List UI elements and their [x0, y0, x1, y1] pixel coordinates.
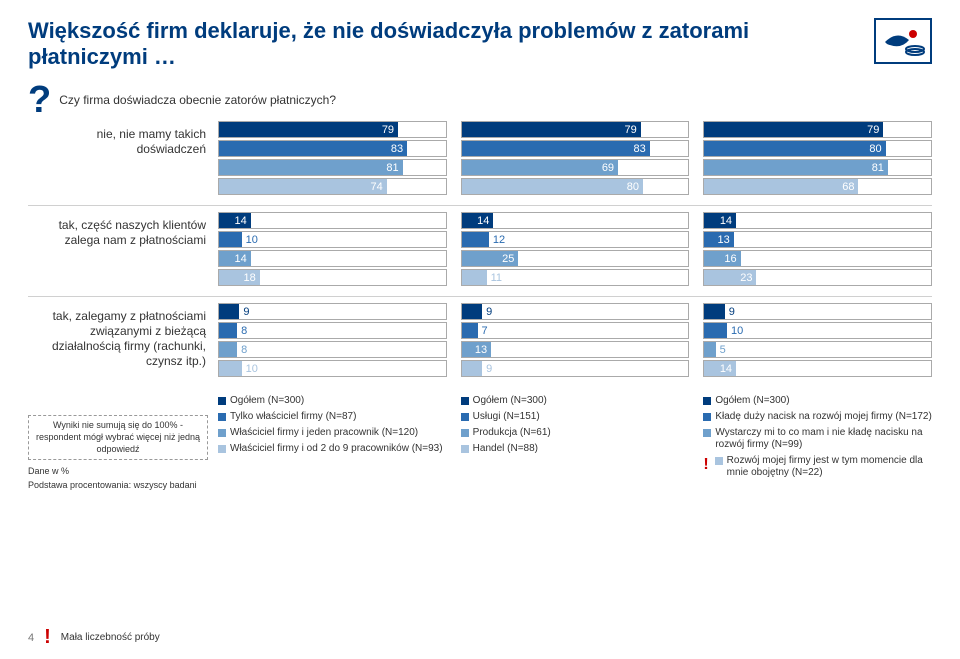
chart-bar: 10 — [218, 231, 447, 248]
chart-bar: 9 — [218, 303, 447, 320]
legend-swatch — [461, 397, 469, 405]
legend-swatch — [703, 429, 711, 437]
chart-bar: 14 — [703, 212, 932, 229]
chart-bar: 9 — [461, 303, 690, 320]
chart-bar: 12 — [461, 231, 690, 248]
legend-label: Właściciel firmy i od 2 do 9 pracowników… — [230, 443, 443, 455]
legend-swatch — [218, 429, 226, 437]
legend-item: Produkcja (N=61) — [461, 427, 690, 439]
legend-label: Kładę duży nacisk na rozwój mojej firmy … — [715, 411, 931, 423]
legend-item: Wystarczy mi to co mam i nie kładę nacis… — [703, 427, 932, 451]
legend-item: Ogółem (N=300) — [703, 395, 932, 407]
legend-label: Wystarczy mi to co mam i nie kładę nacis… — [715, 427, 932, 451]
chart-bar: 23 — [703, 269, 932, 286]
legend-swatch — [218, 413, 226, 421]
chart-bar: 14 — [218, 212, 447, 229]
legend-swatch — [715, 457, 723, 465]
brand-logo — [874, 18, 932, 64]
legend-item: Tylko właściciel firmy (N=87) — [218, 411, 447, 423]
chart-bar: 5 — [703, 341, 932, 358]
question-mark-icon: ? — [28, 85, 51, 115]
chart-bar: 83 — [218, 140, 447, 157]
chart-bar: 80 — [703, 140, 932, 157]
legend-item: Właściciel firmy i jeden pracownik (N=12… — [218, 427, 447, 439]
chart-bar: 10 — [703, 322, 932, 339]
legend-label: Właściciel firmy i jeden pracownik (N=12… — [230, 427, 418, 439]
legend-label: Ogółem (N=300) — [473, 395, 547, 407]
chart-bar: 14 — [703, 360, 932, 377]
page-title: Większość firm deklaruje, że nie doświad… — [28, 18, 862, 71]
chart-bar: 69 — [461, 159, 690, 176]
note-base: Podstawa procentowania: wszyscy badani — [28, 480, 208, 492]
chart-bar: 80 — [461, 178, 690, 195]
legend-item: Ogółem (N=300) — [461, 395, 690, 407]
chart-bar: 79 — [703, 121, 932, 138]
legend-item: Ogółem (N=300) — [218, 395, 447, 407]
chart-bar: 16 — [703, 250, 932, 267]
chart-bar: 81 — [703, 159, 932, 176]
chart-bar: 79 — [218, 121, 447, 138]
chart-bar: 8 — [218, 341, 447, 358]
chart-bar: 8 — [218, 322, 447, 339]
legend-item: ! Rozwój mojej firmy jest w tym momencie … — [703, 455, 932, 479]
warning-icon: ! — [44, 626, 51, 649]
legend-label: Ogółem (N=300) — [230, 395, 304, 407]
legend-swatch — [703, 413, 711, 421]
warning-icon: ! — [703, 455, 708, 474]
chart-bar: 9 — [703, 303, 932, 320]
legend-item: Usługi (N=151) — [461, 411, 690, 423]
footer-warning: Mała liczebność próby — [61, 632, 160, 643]
row-label: tak, część naszych klientów zalega nam z… — [28, 212, 218, 286]
legend-swatch — [461, 413, 469, 421]
legend-label: Ogółem (N=300) — [715, 395, 789, 407]
chart-bar: 74 — [218, 178, 447, 195]
legend-item: Kładę duży nacisk na rozwój mojej firmy … — [703, 411, 932, 423]
legend-item: Handel (N=88) — [461, 443, 690, 455]
chart-bar: 79 — [461, 121, 690, 138]
chart-bar: 13 — [703, 231, 932, 248]
row-label: tak, zalegamy z płatnościami związanymi … — [28, 303, 218, 377]
legend-swatch — [461, 445, 469, 453]
legend-swatch — [218, 397, 226, 405]
note-disclaimer: Wyniki nie sumują się do 100% - responde… — [28, 415, 208, 460]
question-text: Czy firma doświadcza obecnie zatorów pła… — [59, 93, 336, 107]
legend-swatch — [218, 445, 226, 453]
chart-bar: 7 — [461, 322, 690, 339]
chart-bar: 9 — [461, 360, 690, 377]
chart-bar: 10 — [218, 360, 447, 377]
legend-swatch — [461, 429, 469, 437]
page-number: 4 — [28, 632, 34, 644]
chart-bar: 13 — [461, 341, 690, 358]
row-label: nie, nie mamy takich doświadczeń — [28, 121, 218, 195]
chart-bar: 81 — [218, 159, 447, 176]
legend-label: Tylko właściciel firmy (N=87) — [230, 411, 356, 423]
legend-label: Produkcja (N=61) — [473, 427, 551, 439]
legend-item: Właściciel firmy i od 2 do 9 pracowników… — [218, 443, 447, 455]
chart-bar: 83 — [461, 140, 690, 157]
chart-bar: 14 — [461, 212, 690, 229]
chart-bar: 18 — [218, 269, 447, 286]
chart-bar: 11 — [461, 269, 690, 286]
legend-swatch — [703, 397, 711, 405]
chart-bar: 68 — [703, 178, 932, 195]
legend-label: Usługi (N=151) — [473, 411, 540, 423]
legend-label: Rozwój mojej firmy jest w tym momencie d… — [727, 455, 932, 479]
chart-bar: 14 — [218, 250, 447, 267]
chart-bar: 25 — [461, 250, 690, 267]
note-data-unit: Dane w % — [28, 466, 208, 478]
legend-label: Handel (N=88) — [473, 443, 538, 455]
